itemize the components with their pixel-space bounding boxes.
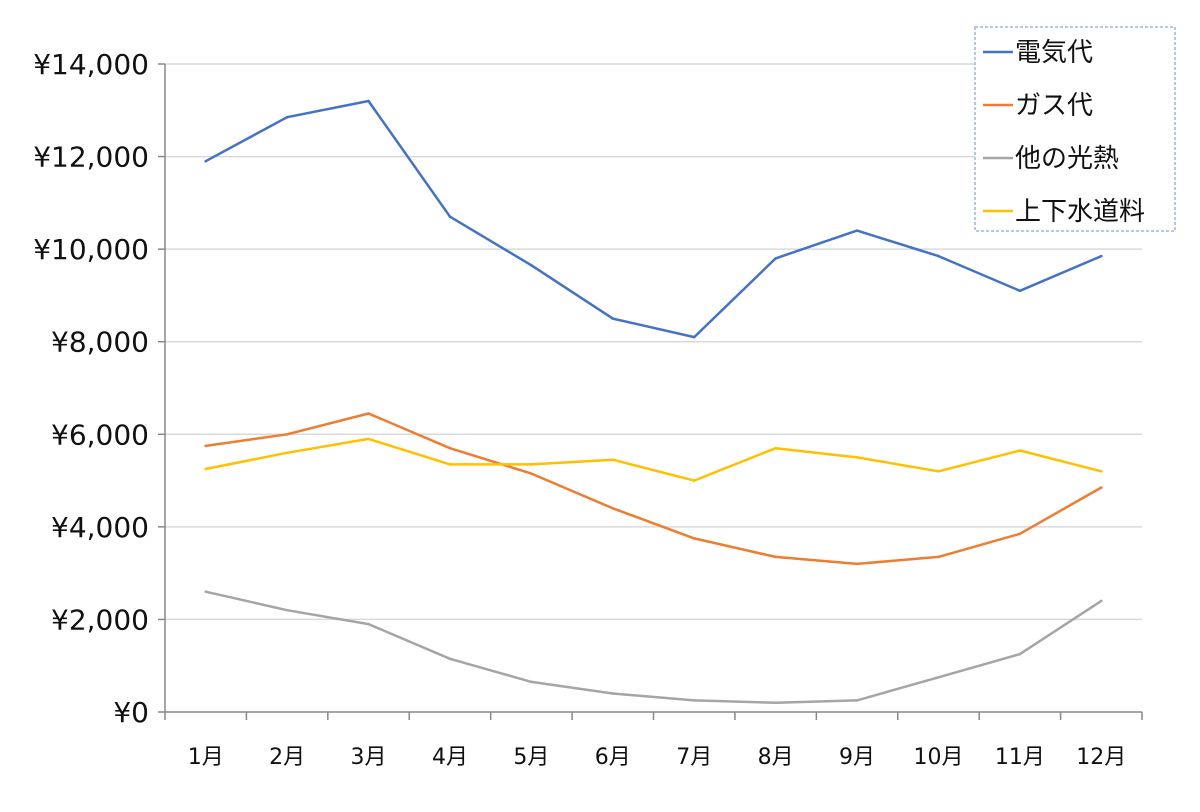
data-point [774, 555, 777, 559]
data-point [692, 479, 696, 482]
x-tick-label: 7月 [676, 745, 712, 770]
x-tick-label: 4月 [432, 745, 468, 770]
legend-label: 他の光熱 [1015, 144, 1119, 174]
x-tick-label: 11月 [995, 745, 1045, 770]
data-point [774, 257, 777, 260]
data-point [448, 463, 452, 466]
data-point [692, 537, 696, 540]
data-point [1099, 486, 1103, 489]
y-tick-label: ¥6,000 [51, 418, 149, 451]
data-point [692, 699, 696, 702]
data-point [204, 590, 208, 593]
data-point [611, 317, 615, 320]
data-point [367, 412, 370, 415]
data-point [855, 456, 859, 459]
data-point [530, 463, 533, 466]
legend-box [974, 26, 1176, 232]
legend-label: 上下水道料 [1015, 197, 1145, 227]
data-point [1099, 599, 1103, 603]
y-tick-label: ¥0 [113, 696, 149, 729]
data-point [1018, 449, 1022, 452]
y-axis-ticks: ¥0 ¥2,000 ¥4,000 ¥6,000 ¥8,000 ¥10,000 ¥12,000… [33, 48, 165, 729]
data-point [530, 680, 533, 684]
x-tick-label: 10月 [913, 745, 963, 770]
data-point [448, 446, 452, 450]
series-line-3 [205, 590, 1102, 704]
data-point [367, 622, 370, 626]
data-point [285, 432, 289, 436]
data-point [937, 555, 940, 559]
x-tick-label: 1月 [188, 745, 224, 770]
data-point [855, 699, 859, 702]
y-tick-label: ¥12,000 [33, 141, 149, 174]
data-point [937, 675, 940, 679]
y-tick-label: ¥14,000 [33, 48, 149, 81]
series-lines [204, 99, 1103, 705]
gridlines [165, 63, 1142, 621]
x-tick-label: 6月 [595, 745, 631, 770]
data-point [367, 99, 370, 103]
x-tick-label: 12月 [1076, 745, 1126, 770]
data-point [611, 507, 615, 510]
data-point [204, 159, 208, 163]
x-tick-label: 9月 [839, 745, 875, 770]
y-tick-label: ¥2,000 [51, 603, 149, 636]
series-line-1 [205, 99, 1102, 339]
y-tick-label: ¥10,000 [33, 233, 149, 266]
data-point [855, 562, 859, 566]
series-line-4 [205, 437, 1102, 482]
y-tick-label: ¥4,000 [51, 511, 149, 544]
data-point [448, 215, 452, 219]
data-point [611, 458, 615, 462]
data-point [530, 472, 533, 475]
data-point [204, 444, 208, 448]
legend-label: ガス代 [1015, 91, 1093, 121]
x-tick-label: 2月 [269, 745, 305, 770]
x-axis-ticks: 1月 2月 3月 4月 5月 6月 7月 8月 9月 10月 11月 12月 [164, 712, 1143, 770]
data-point [1018, 532, 1022, 536]
y-tick-label: ¥8,000 [51, 326, 149, 359]
data-point [937, 254, 940, 258]
data-point [1018, 289, 1022, 293]
data-point [530, 264, 533, 267]
data-point [774, 701, 777, 705]
data-point [285, 451, 289, 455]
data-point [937, 470, 940, 473]
data-point [1099, 470, 1103, 473]
x-tick-label: 8月 [758, 745, 794, 770]
data-point [1099, 254, 1103, 258]
data-point [774, 446, 777, 450]
data-point [367, 437, 370, 441]
data-point [611, 692, 615, 695]
data-point [448, 657, 452, 661]
data-point [204, 467, 208, 471]
series-line-2 [205, 412, 1102, 566]
data-point [1018, 652, 1022, 656]
x-tick-label: 3月 [351, 745, 387, 770]
data-point [285, 115, 289, 119]
legend-label: 電気代 [1015, 38, 1093, 68]
data-point [855, 229, 859, 232]
x-tick-label: 5月 [513, 745, 549, 770]
data-point [692, 335, 696, 339]
data-point [285, 608, 289, 612]
